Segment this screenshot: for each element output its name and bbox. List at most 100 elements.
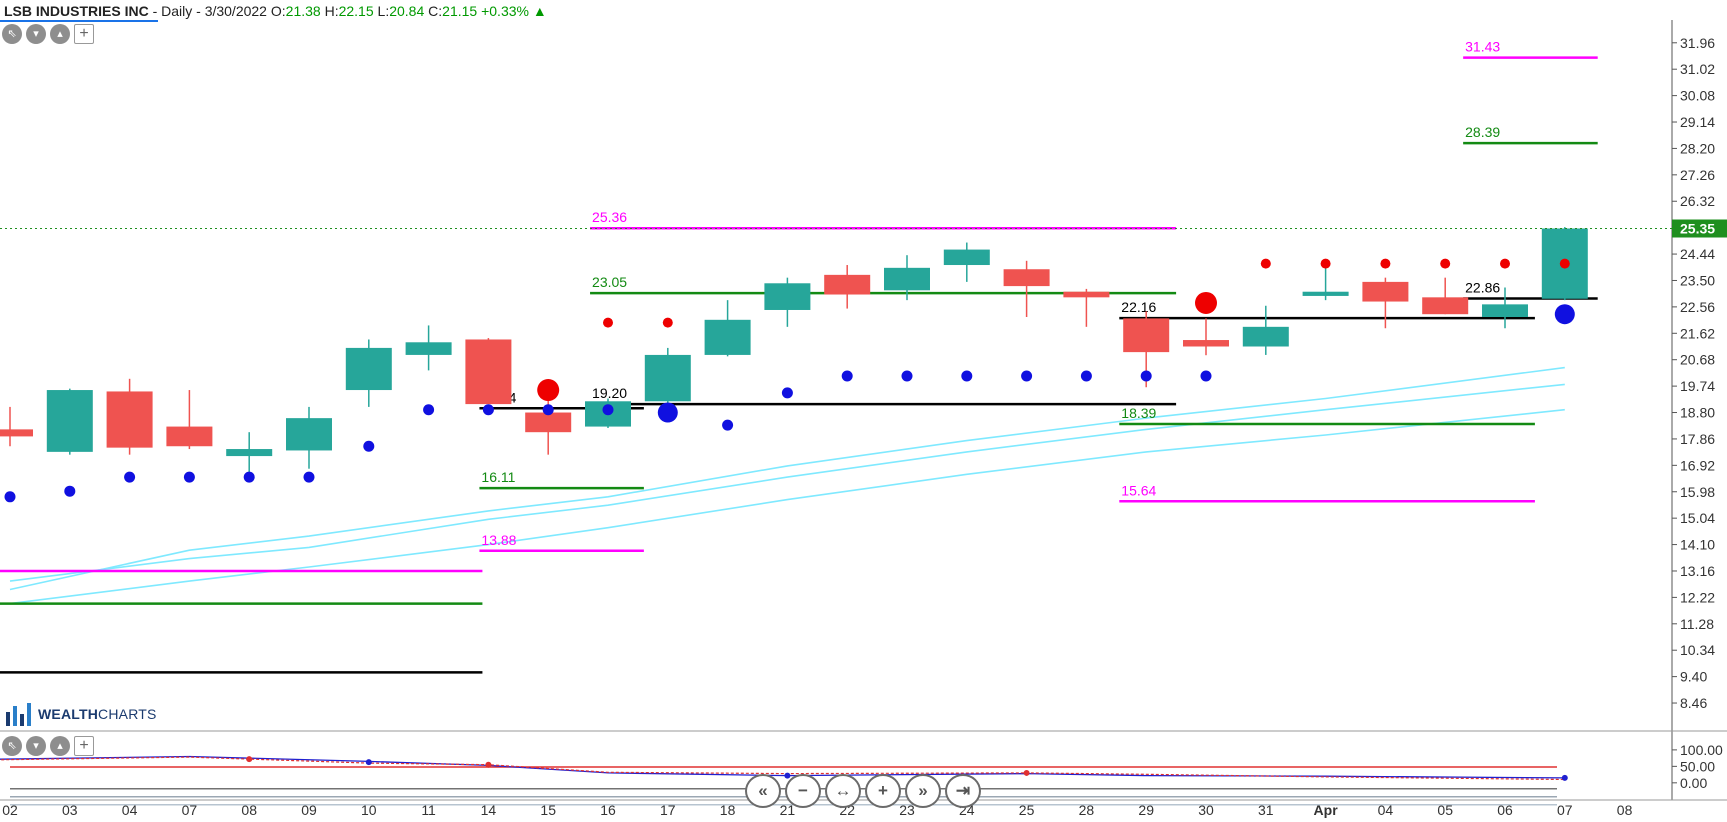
level-label: 15.64 — [1121, 482, 1156, 498]
x-tick-label: 29 — [1138, 802, 1154, 818]
blue-signal-dot — [423, 404, 435, 416]
candle — [1183, 318, 1229, 356]
x-tick-label: 08 — [1617, 802, 1633, 818]
up-arrow-icon: ▲ — [532, 3, 547, 19]
plus-icon[interactable]: + — [74, 24, 94, 44]
scroll-next-button[interactable]: » — [905, 774, 941, 808]
x-tick-label: 02 — [2, 802, 18, 818]
candle-body — [1302, 291, 1349, 296]
time-axis[interactable]: 02 03 04 07 08 09 10 11 14 15 16 17 18 21 22 23 24 25 28 29… — [2, 802, 1632, 818]
chevron-down-icon[interactable]: ▾ — [26, 736, 46, 756]
price-axis[interactable]: 31.96 31.02 30.08 29.14 28.20 27.26 26.32 24.44… — [1672, 35, 1727, 711]
osc-red-marker — [485, 761, 492, 768]
osc-tick-label: 0.00 — [1680, 775, 1707, 791]
zoom-in-button[interactable]: + — [865, 774, 901, 808]
red-signal-dot — [1380, 258, 1391, 269]
open-label: O: — [270, 3, 286, 19]
moving-average-line-1 — [9, 366, 1565, 591]
candle-body — [405, 342, 452, 355]
open-value: 21.38 — [285, 3, 321, 19]
candle — [166, 390, 213, 450]
x-tick-label: 14 — [481, 802, 497, 818]
fit-button[interactable]: ↔ — [825, 774, 861, 808]
red-signal-dot — [1195, 291, 1217, 314]
title-underline — [0, 20, 158, 22]
candle — [764, 277, 811, 327]
y-tick-label: 23.50 — [1680, 272, 1715, 288]
signal-dots — [0, 228, 1672, 503]
interval-date: - Daily - 3/30/2022 — [148, 3, 267, 19]
blue-signal-dot — [901, 370, 913, 382]
level-label: 18.39 — [1121, 405, 1156, 421]
zoom-out-button[interactable]: − — [785, 774, 821, 808]
y-tick-label: 29.14 — [1680, 114, 1715, 130]
chart-header: LSB INDUSTRIES INC - Daily - 3/30/2022 O… — [0, 0, 1727, 22]
candle — [106, 378, 153, 455]
level-label: 13.88 — [481, 532, 516, 548]
level-lines: 19.0416.1113.8825.3623.0519.2022.1618.39… — [0, 39, 1598, 674]
candles[interactable] — [0, 227, 1588, 475]
candle-body — [0, 429, 33, 437]
osc-red-marker — [1023, 769, 1030, 776]
scroll-first-button[interactable]: « — [745, 774, 781, 808]
x-tick-label: 04 — [1378, 802, 1394, 818]
chart-navigator: « − ↔ + » ⇥ — [745, 774, 981, 808]
blue-signal-dot — [1140, 370, 1152, 382]
y-tick-label: 16.92 — [1680, 457, 1715, 473]
candle — [1482, 287, 1528, 329]
moving-averages — [9, 366, 1565, 605]
x-tick-label: 10 — [361, 802, 377, 818]
y-tick-label: 30.08 — [1680, 88, 1715, 104]
y-tick-label: 15.98 — [1680, 484, 1715, 500]
blue-signal-dot — [124, 471, 136, 483]
y-tick-label: 27.26 — [1680, 167, 1715, 183]
low-value: 20.84 — [389, 3, 425, 19]
grid — [0, 20, 1727, 801]
x-tick-label: 31 — [1258, 802, 1274, 818]
x-tick-label: 18 — [720, 802, 736, 818]
blue-signal-dot — [961, 370, 973, 382]
candle-body — [1183, 340, 1229, 347]
cursor-icon[interactable]: ⇖ — [2, 24, 22, 44]
chevron-up-icon[interactable]: ▴ — [50, 24, 70, 44]
x-tick-label: 25 — [1019, 802, 1035, 818]
y-tick-label: 9.40 — [1680, 669, 1707, 685]
moving-average-line-3 — [9, 408, 1565, 605]
y-tick-label: 22.56 — [1680, 299, 1715, 315]
red-signal-dot — [662, 317, 673, 328]
candle — [0, 406, 33, 447]
chevron-down-icon[interactable]: ▾ — [26, 24, 46, 44]
red-signal-dot — [1500, 258, 1510, 269]
scroll-last-button[interactable]: ⇥ — [945, 774, 981, 808]
y-tick-label: 31.02 — [1680, 61, 1715, 77]
chevron-up-icon[interactable]: ▴ — [50, 736, 70, 756]
candle — [824, 265, 871, 309]
red-signal-dot — [1260, 258, 1271, 269]
high-label: H: — [324, 3, 339, 19]
x-tick-label: 21 — [780, 802, 796, 818]
oscillator-toolbar: ⇖ ▾ ▴ + — [2, 736, 94, 756]
y-tick-label: 21.62 — [1680, 325, 1715, 341]
candle-body — [824, 274, 871, 295]
plus-icon[interactable]: + — [74, 736, 94, 756]
osc-red-line — [0, 756, 1565, 781]
blue-signal-dot — [243, 471, 255, 483]
candle — [1063, 288, 1110, 327]
y-tick-label: 28.20 — [1680, 140, 1715, 156]
symbol-title[interactable]: LSB INDUSTRIES INC — [4, 3, 149, 19]
blue-signal-dot — [602, 404, 614, 416]
y-tick-label: 24.44 — [1680, 246, 1715, 262]
osc-tick-label: 50.00 — [1680, 758, 1715, 774]
blue-signal-dot — [64, 485, 76, 497]
candle-body — [1362, 281, 1409, 302]
candle — [1422, 277, 1469, 315]
blue-signal-dot — [363, 440, 375, 452]
candle — [405, 325, 452, 371]
x-tick-label: 07 — [1557, 802, 1573, 818]
y-tick-label: 8.46 — [1680, 695, 1707, 711]
blue-signal-dot — [1080, 370, 1092, 382]
candle-body — [286, 418, 332, 451]
cursor-icon[interactable]: ⇖ — [2, 736, 22, 756]
